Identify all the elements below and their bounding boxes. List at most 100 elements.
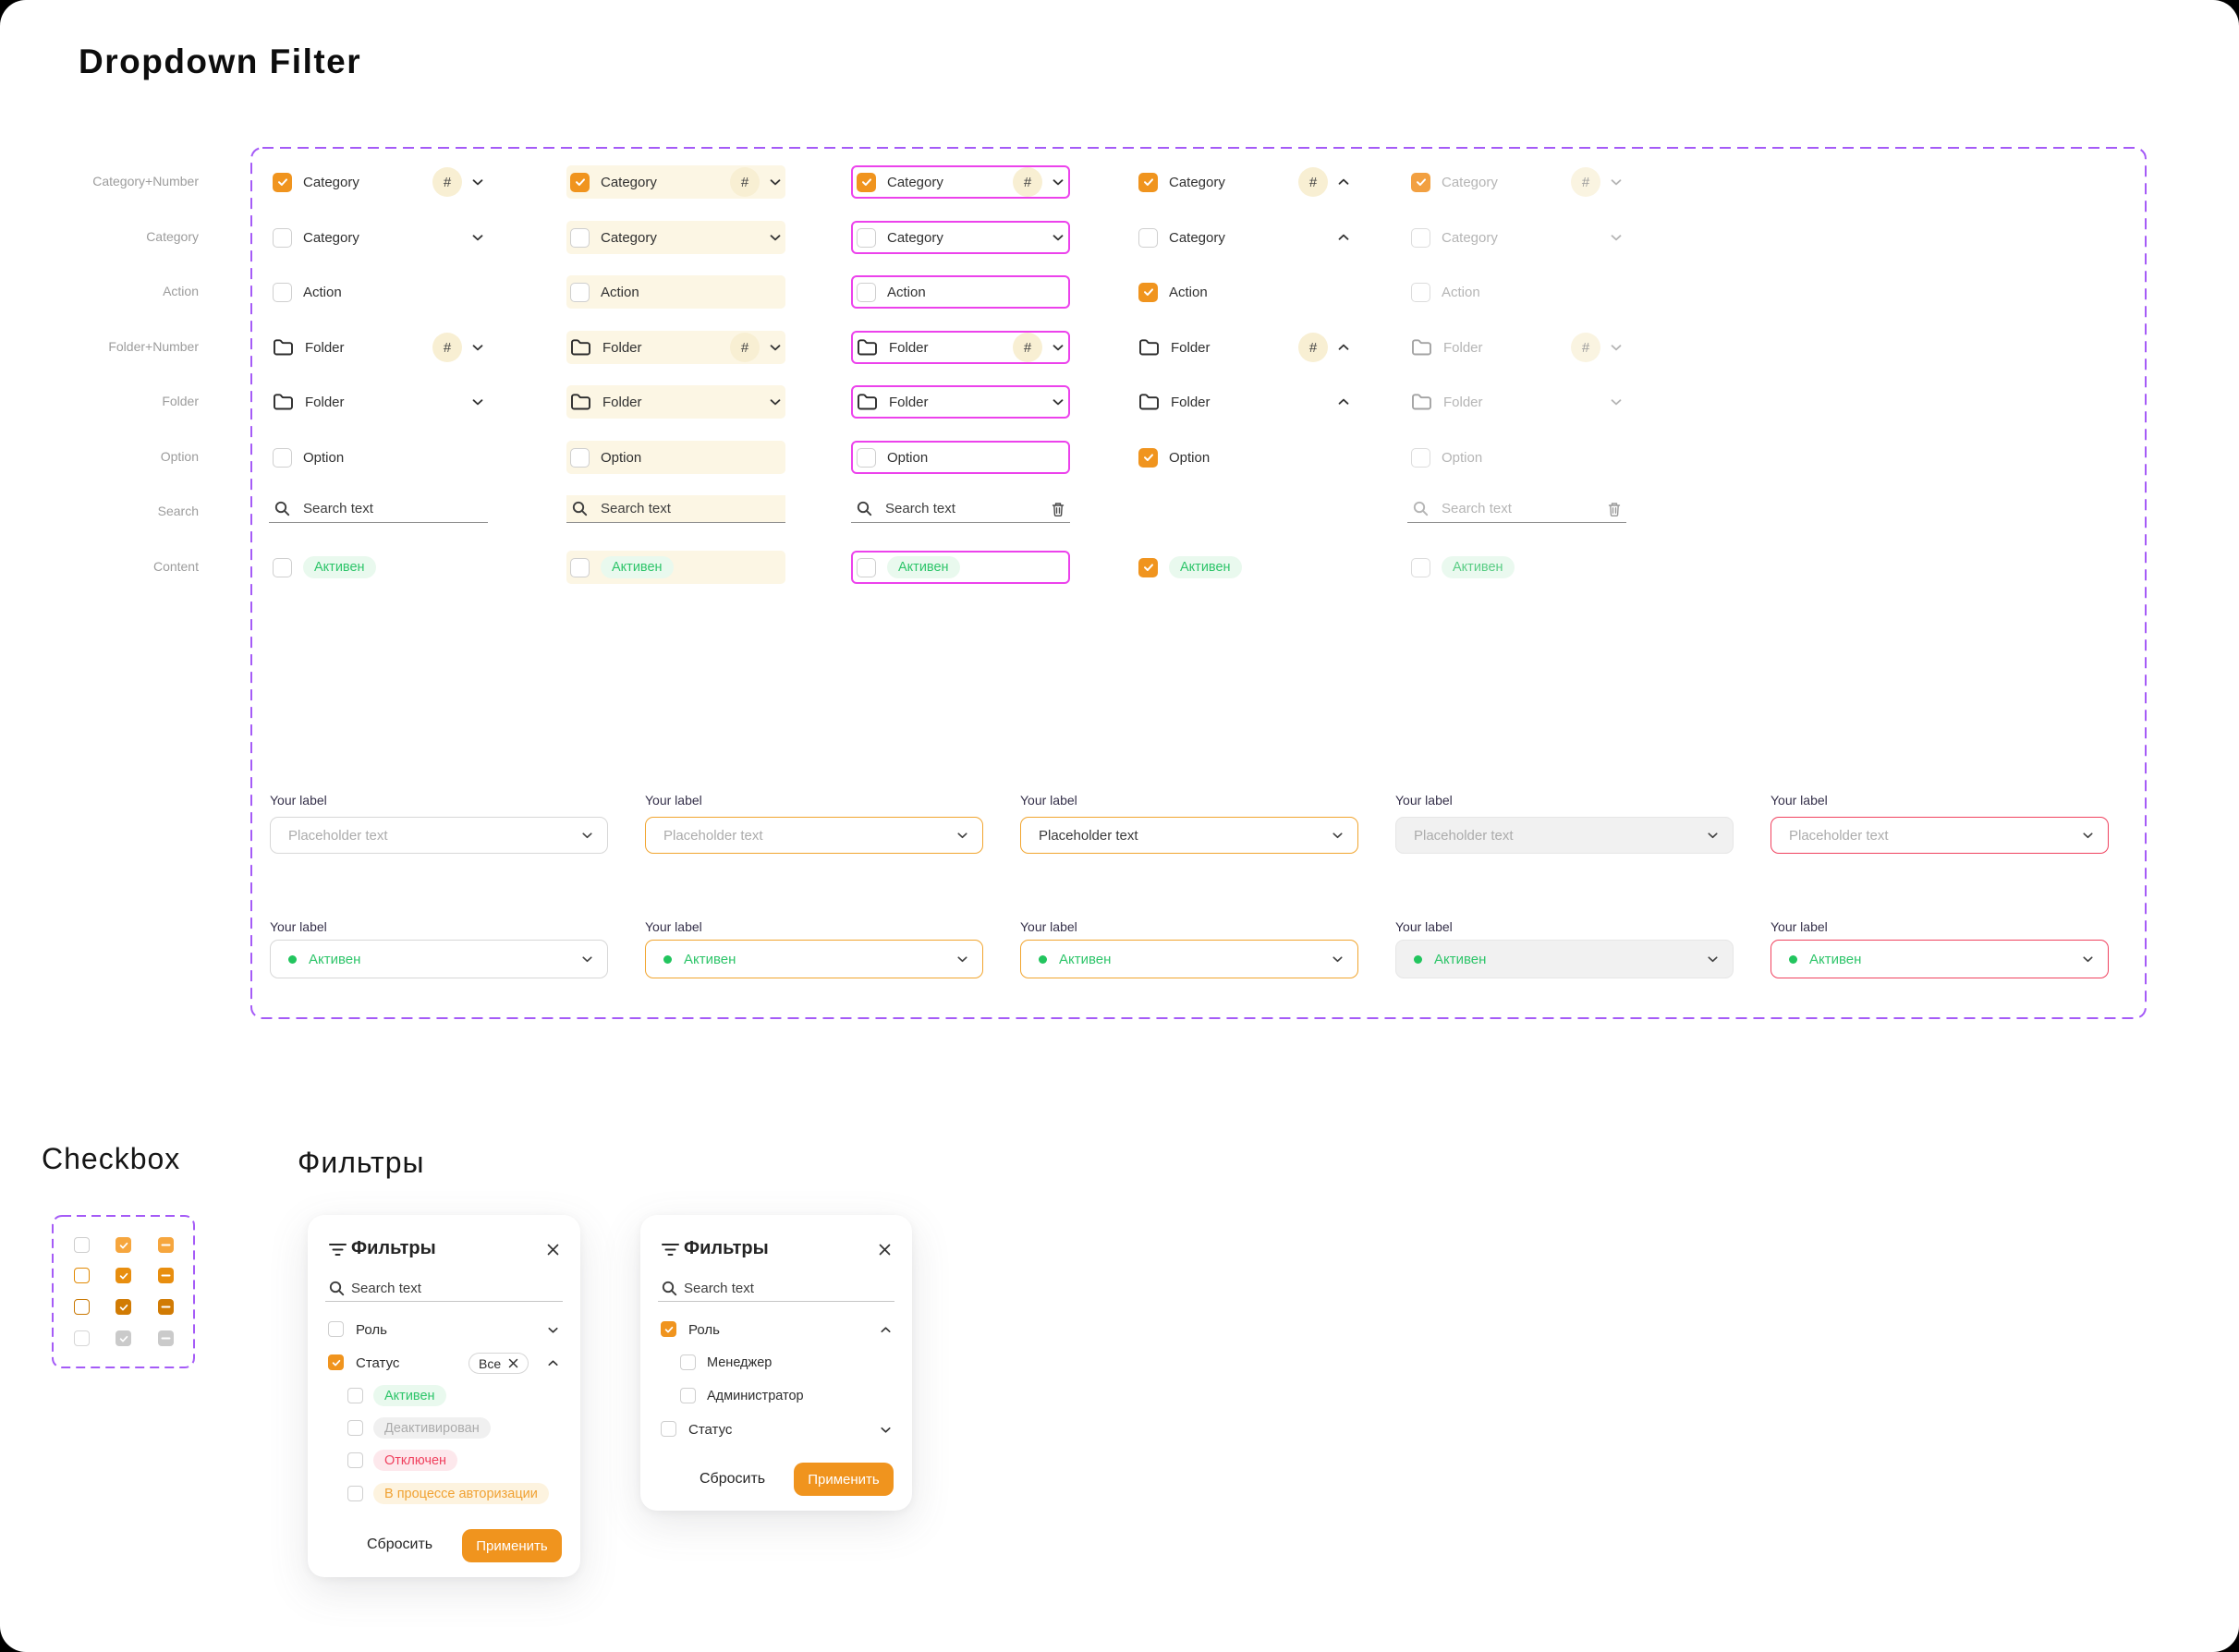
filter-row-content[interactable]: Активен bbox=[1135, 551, 1354, 584]
filter-row-folder[interactable]: Folder # bbox=[851, 331, 1070, 364]
checkbox[interactable] bbox=[661, 1421, 676, 1437]
group-label[interactable]: Роль bbox=[688, 1322, 720, 1338]
checkbox-checked[interactable] bbox=[116, 1237, 131, 1253]
chevron-down-icon[interactable] bbox=[470, 340, 485, 355]
clear-icon[interactable] bbox=[508, 1358, 518, 1368]
filter-row-folder[interactable]: Folder bbox=[566, 385, 785, 419]
chevron-down-icon[interactable] bbox=[1609, 230, 1624, 245]
chevron-down-icon[interactable] bbox=[1051, 230, 1065, 245]
filter-row-checkbox[interactable]: Action bbox=[851, 275, 1070, 309]
filter-row-folder[interactable]: Folder bbox=[1407, 385, 1626, 419]
checkbox-unchecked[interactable] bbox=[74, 1237, 90, 1253]
chevron-down-icon[interactable] bbox=[768, 230, 783, 245]
checkbox[interactable] bbox=[570, 172, 590, 192]
checkbox[interactable] bbox=[347, 1420, 363, 1436]
checkbox[interactable] bbox=[857, 227, 876, 248]
filter-row-folder[interactable]: Folder bbox=[851, 385, 1070, 419]
filter-row-content[interactable]: Активен bbox=[269, 551, 488, 584]
select-placeholder[interactable]: Placeholder text bbox=[270, 817, 608, 854]
checkbox[interactable] bbox=[570, 227, 590, 248]
checkbox[interactable] bbox=[570, 282, 590, 302]
group-label[interactable]: Статус bbox=[356, 1355, 400, 1371]
select-value[interactable]: Активен bbox=[645, 940, 983, 978]
filter-row-checkbox[interactable]: Category # bbox=[566, 165, 785, 199]
filter-row-checkbox[interactable]: Category bbox=[1407, 221, 1626, 254]
filter-row-checkbox[interactable]: Category bbox=[1135, 221, 1354, 254]
apply-button[interactable]: Применить bbox=[794, 1463, 894, 1496]
chevron-up-icon[interactable] bbox=[1336, 340, 1351, 355]
checkbox[interactable] bbox=[1411, 282, 1430, 302]
filter-row-search[interactable]: Search text bbox=[269, 495, 488, 523]
chevron-down-icon[interactable] bbox=[768, 395, 783, 409]
chevron-down-icon[interactable] bbox=[470, 175, 485, 189]
chevron-down-icon[interactable] bbox=[1609, 175, 1624, 189]
sub-option-label[interactable]: Менеджер bbox=[707, 1355, 773, 1370]
filter-row-content[interactable]: Активен bbox=[1407, 551, 1626, 584]
checkbox[interactable] bbox=[1411, 227, 1430, 248]
checkbox[interactable] bbox=[347, 1486, 363, 1501]
checkbox[interactable] bbox=[347, 1388, 363, 1403]
checkbox[interactable] bbox=[273, 447, 292, 468]
chevron-up-icon[interactable] bbox=[1336, 175, 1351, 189]
checkbox-indeterminate[interactable] bbox=[158, 1299, 174, 1315]
checkbox[interactable] bbox=[273, 557, 292, 577]
chevron-down-icon[interactable] bbox=[1609, 395, 1624, 409]
filter-row-content[interactable]: Активен bbox=[851, 551, 1070, 584]
checkbox[interactable] bbox=[1138, 227, 1158, 248]
checkbox[interactable] bbox=[328, 1321, 344, 1337]
chevron-down-icon[interactable] bbox=[546, 1323, 560, 1337]
select-placeholder[interactable]: Placeholder text bbox=[1020, 817, 1358, 854]
chevron-down-icon[interactable] bbox=[1609, 340, 1624, 355]
checkbox[interactable] bbox=[1411, 172, 1430, 192]
selected-all-pill[interactable]: Все bbox=[468, 1353, 529, 1374]
filter-row-checkbox[interactable]: Option bbox=[1407, 441, 1626, 474]
select-placeholder[interactable]: Placeholder text bbox=[645, 817, 983, 854]
filter-row-content[interactable]: Активен bbox=[566, 551, 785, 584]
close-icon[interactable] bbox=[546, 1243, 560, 1257]
select-value[interactable]: Активен bbox=[270, 940, 608, 978]
filter-row-checkbox[interactable]: Category bbox=[566, 221, 785, 254]
chevron-down-icon[interactable] bbox=[1051, 340, 1065, 355]
chevron-up-icon[interactable] bbox=[546, 1356, 560, 1370]
checkbox[interactable] bbox=[1138, 447, 1158, 468]
checkbox-checked[interactable] bbox=[116, 1330, 131, 1346]
checkbox[interactable] bbox=[328, 1354, 344, 1370]
panel-search-text[interactable]: Search text bbox=[684, 1281, 754, 1296]
checkbox-checked[interactable] bbox=[116, 1268, 131, 1283]
chevron-up-icon[interactable] bbox=[1336, 230, 1351, 245]
filter-row-checkbox[interactable]: Category # bbox=[269, 165, 488, 199]
checkbox[interactable] bbox=[857, 557, 876, 577]
filter-row-checkbox[interactable]: Category bbox=[269, 221, 488, 254]
panel-search-text[interactable]: Search text bbox=[351, 1281, 421, 1296]
filter-row-checkbox[interactable]: Category # bbox=[851, 165, 1070, 199]
chevron-up-icon[interactable] bbox=[1336, 395, 1351, 409]
checkbox[interactable] bbox=[273, 227, 292, 248]
filter-row-checkbox[interactable]: Action bbox=[1135, 275, 1354, 309]
checkbox[interactable] bbox=[1138, 282, 1158, 302]
chevron-down-icon[interactable] bbox=[768, 340, 783, 355]
chevron-down-icon[interactable] bbox=[879, 1423, 893, 1437]
chevron-up-icon[interactable] bbox=[879, 1323, 893, 1337]
checkbox[interactable] bbox=[570, 447, 590, 468]
group-label[interactable]: Статус bbox=[688, 1422, 733, 1438]
checkbox[interactable] bbox=[273, 172, 292, 192]
filter-row-search[interactable]: Search text bbox=[566, 495, 785, 523]
checkbox[interactable] bbox=[661, 1321, 676, 1337]
filter-row-checkbox[interactable]: Category bbox=[851, 221, 1070, 254]
filter-row-checkbox[interactable]: Action bbox=[1407, 275, 1626, 309]
checkbox[interactable] bbox=[570, 557, 590, 577]
chevron-down-icon[interactable] bbox=[1051, 395, 1065, 409]
filter-row-checkbox[interactable]: Option bbox=[851, 441, 1070, 474]
filter-row-search[interactable]: Search text bbox=[851, 495, 1070, 523]
trash-icon[interactable] bbox=[1607, 501, 1622, 516]
group-label[interactable]: Роль bbox=[356, 1322, 387, 1338]
filter-row-folder[interactable]: Folder bbox=[269, 385, 488, 419]
select-placeholder[interactable]: Placeholder text bbox=[1395, 817, 1734, 854]
filter-row-folder[interactable]: Folder # bbox=[269, 331, 488, 364]
reset-button[interactable]: Сбросить bbox=[700, 1471, 766, 1487]
filter-row-search[interactable]: Search text bbox=[1407, 495, 1626, 523]
checkbox-unchecked[interactable] bbox=[74, 1299, 90, 1315]
close-icon[interactable] bbox=[878, 1243, 892, 1257]
checkbox-checked[interactable] bbox=[116, 1299, 131, 1315]
checkbox[interactable] bbox=[680, 1354, 696, 1370]
